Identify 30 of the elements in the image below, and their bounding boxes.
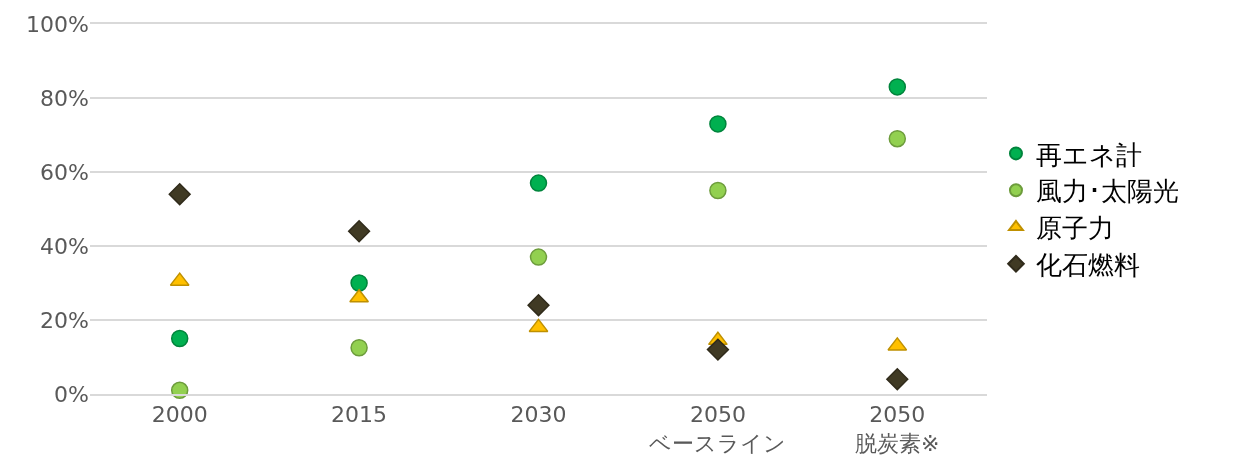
point bbox=[886, 368, 909, 391]
point bbox=[347, 220, 371, 243]
y-tick-label: 80% bbox=[40, 85, 89, 111]
legend-label: 化石燃料 bbox=[1035, 249, 1140, 280]
point bbox=[170, 329, 189, 348]
point bbox=[529, 248, 548, 266]
point bbox=[706, 338, 730, 361]
legend-label: 再エネ計 bbox=[1035, 139, 1142, 170]
point bbox=[888, 78, 907, 96]
point bbox=[529, 174, 548, 192]
legend-label: 風力･太陽光 bbox=[1035, 176, 1179, 207]
x-tick-label: 2030 bbox=[510, 402, 567, 428]
x-tick-label: 2050 ベースライン bbox=[649, 402, 787, 456]
y-tick-label: 20% bbox=[40, 307, 89, 333]
point bbox=[350, 339, 368, 357]
point bbox=[527, 294, 550, 317]
x-tick-label: 2000 bbox=[151, 402, 208, 428]
point bbox=[350, 274, 368, 292]
y-tick-label: 40% bbox=[40, 233, 89, 259]
x-tick-label: 2015 bbox=[331, 402, 388, 428]
x-tick-label: 2050 脱炭素※ bbox=[855, 402, 940, 456]
y-tick-label: 100% bbox=[26, 11, 89, 37]
y-tick-label: 60% bbox=[40, 159, 89, 185]
legend-label: 原子力 bbox=[1035, 213, 1114, 244]
point bbox=[709, 181, 727, 200]
point bbox=[168, 183, 191, 206]
point bbox=[528, 318, 549, 333]
y-tick-label: 0% bbox=[54, 381, 89, 407]
point bbox=[709, 115, 727, 133]
point bbox=[888, 129, 907, 148]
